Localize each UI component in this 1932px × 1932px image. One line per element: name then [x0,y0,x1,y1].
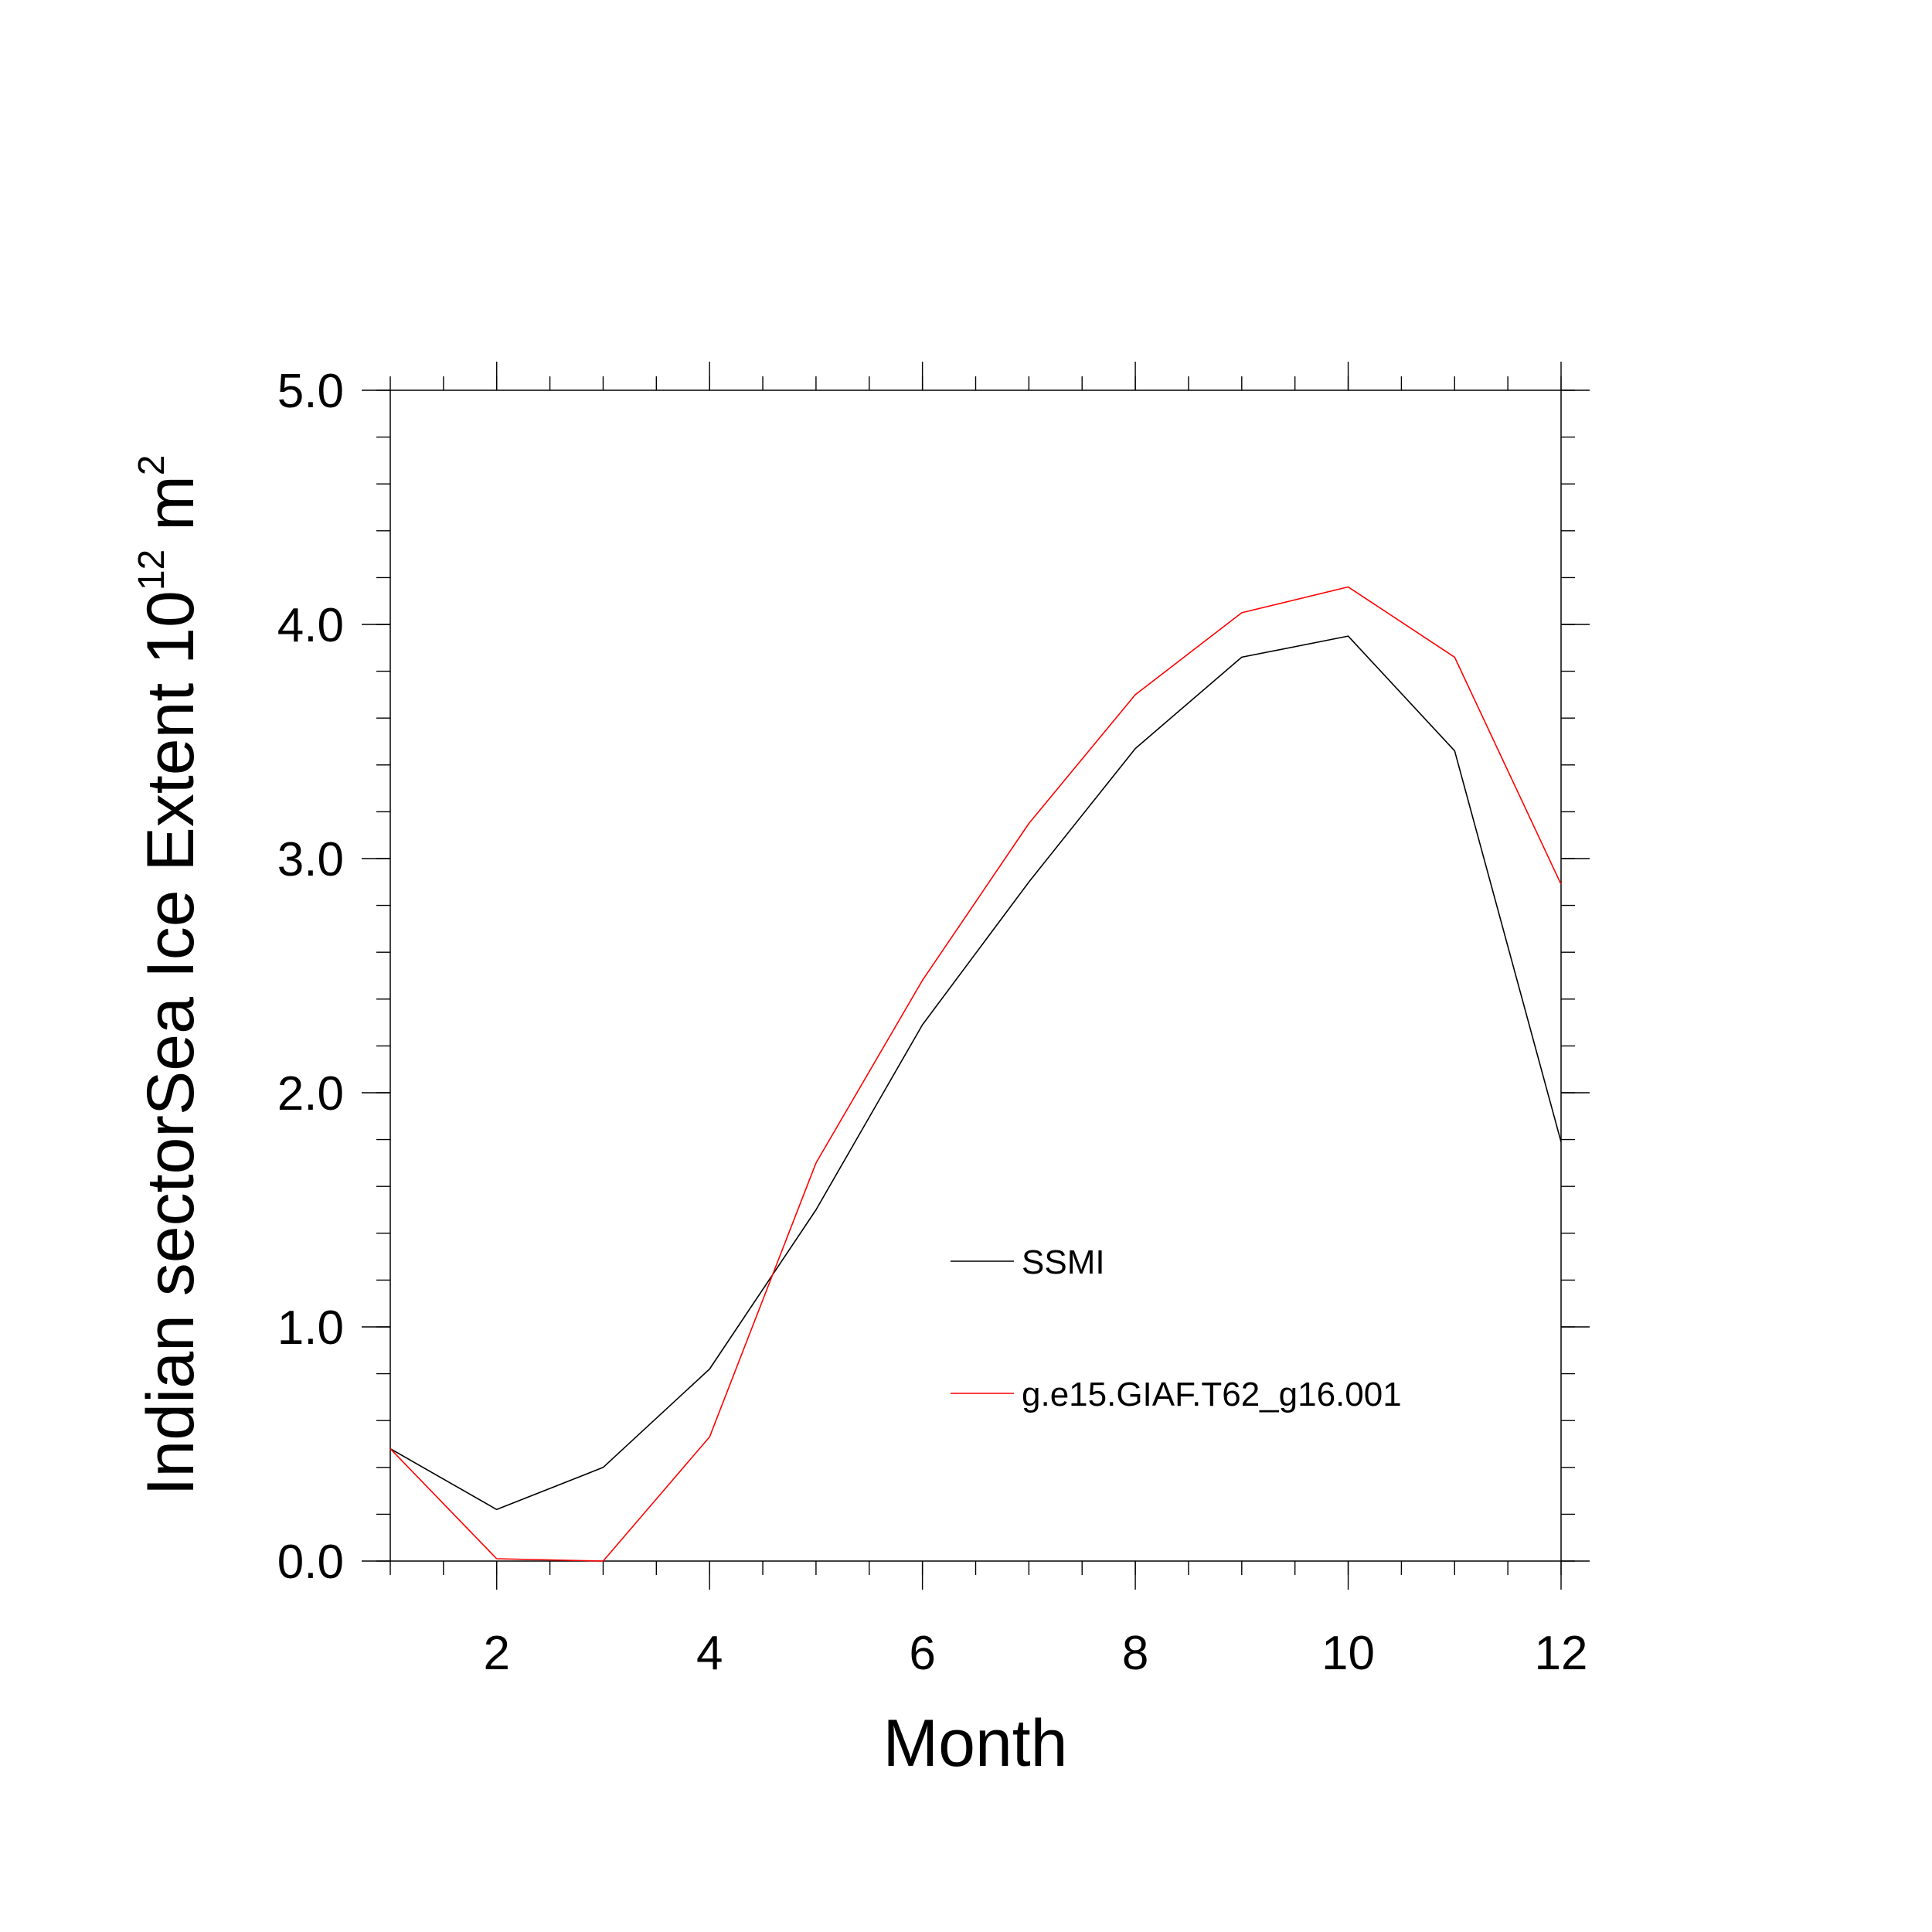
x-tick-label: 12 [1535,1627,1588,1680]
x-tick-label: 8 [1122,1627,1148,1680]
legend-label-ssmi: SSMI [1022,1243,1105,1281]
y-tick-label: 2.0 [277,1067,344,1121]
x-tick-label: 6 [909,1627,935,1680]
y-axis-title-exponent: 12 [131,549,172,590]
y-axis-title-unit-exponent: 2 [131,455,172,476]
y-tick-label: 1.0 [277,1301,344,1355]
y-axis-title-unit: m [134,475,208,549]
x-tick-label: 2 [483,1627,509,1680]
legend-label-model: g.e15.GIAF.T62_g16.001 [1022,1376,1402,1413]
y-tick-label: 4.0 [277,599,344,652]
x-tick-label: 4 [696,1627,723,1680]
y-tick-label: 3.0 [277,833,344,886]
x-tick-label: 10 [1321,1627,1375,1680]
series-line-ssmi [389,635,1562,1511]
legend: SSMI g.e15.GIAF.T62_g16.001 [951,1243,1402,1413]
y-axis-title-main: Indian sectorSea Ice Extent 10 [134,590,208,1495]
y-axis-title: Indian sectorSea Ice Extent 1012 m2 [131,455,208,1496]
x-axis-title: Month [883,1706,1067,1781]
axis-ticks [362,362,1590,1590]
y-tick-label: 0.0 [277,1536,344,1589]
series-lines [389,586,1562,1562]
y-tick-label: 5.0 [277,365,344,418]
series-line-model [389,586,1562,1562]
tick-labels: 2 4 6 8 10 12 0.0 1.0 2.0 3.0 4.0 5.0 [277,365,1588,1680]
